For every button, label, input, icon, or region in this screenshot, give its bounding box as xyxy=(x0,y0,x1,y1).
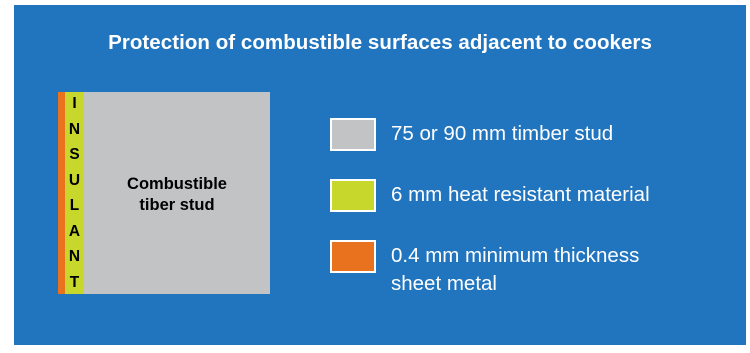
insulant-letter: L xyxy=(69,197,80,215)
stud-label: Combustible tiber stud xyxy=(84,174,270,216)
stud-label-line2: tiber stud xyxy=(139,196,215,214)
sheet-metal-layer xyxy=(58,92,65,294)
legend-label-sheet-metal-line2: sheet metal xyxy=(391,272,497,295)
legend-swatch-timber xyxy=(330,118,376,151)
insulant-letter: S xyxy=(69,146,80,164)
diagram-panel: Protection of combustible surfaces adjac… xyxy=(14,5,746,345)
legend-label-heat-resistant: 6 mm heat resistant material xyxy=(391,183,650,206)
legend-label-timber: 75 or 90 mm timber stud xyxy=(391,122,614,145)
insulant-letter: A xyxy=(68,222,81,240)
insulant-letter: N xyxy=(68,120,81,138)
diagram-title: Protection of combustible surfaces adjac… xyxy=(108,31,652,54)
legend-label-sheet-metal-line1: 0.4 mm minimum thickness xyxy=(391,244,640,267)
insulant-label: I N S U L A N T xyxy=(65,95,84,291)
insulant-letter: N xyxy=(68,248,81,266)
insulant-letter: I xyxy=(72,95,77,112)
insulant-letter: T xyxy=(69,273,80,291)
insulant-letter: U xyxy=(68,171,81,189)
insulant-layer: I N S U L A N T xyxy=(65,92,84,294)
legend-swatch-sheet-metal xyxy=(330,240,376,273)
stud-label-line1: Combustible xyxy=(127,175,227,193)
wall-section: I N S U L A N T Combustible tiber stud xyxy=(58,92,270,294)
legend-swatch-heat-resistant xyxy=(330,179,376,212)
